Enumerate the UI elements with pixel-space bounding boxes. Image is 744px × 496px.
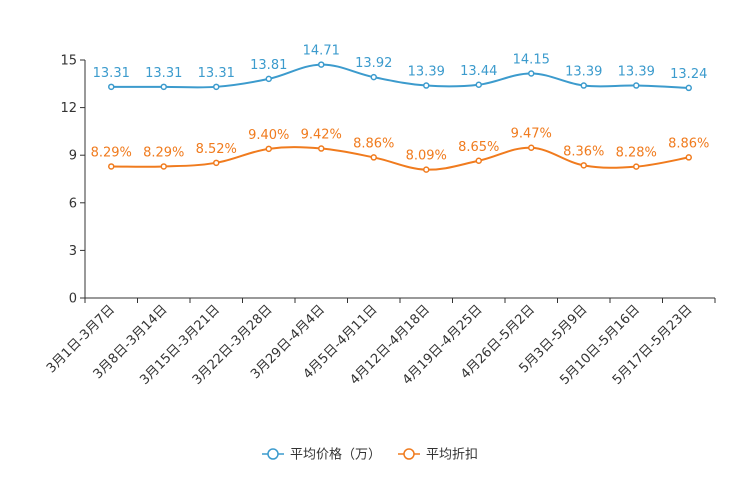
data-label: 8.28%: [616, 146, 657, 161]
data-label: 8.86%: [668, 136, 709, 151]
data-label: 8.65%: [458, 140, 499, 155]
data-label: 13.81: [250, 58, 287, 73]
data-point: [213, 159, 220, 167]
data-point: [423, 166, 430, 173]
data-point: [370, 73, 377, 81]
series-layer: [108, 61, 692, 173]
data-label: 9.40%: [248, 128, 289, 143]
data-point: [528, 144, 535, 151]
legend-marker-icon: [403, 448, 415, 460]
legend-label: 平均折扣: [426, 448, 478, 463]
y-tick-label: 0: [69, 292, 77, 307]
series-line-1: [111, 63, 689, 89]
data-point: [160, 83, 167, 91]
data-label: 9.42%: [301, 128, 342, 143]
data-labels: 13.31 13.31 13.31 13.81 14.71 13.92 13.39 13.44…: [91, 44, 710, 164]
legend: 平均价格（万） 平均折扣: [262, 447, 478, 463]
data-label: 13.39: [408, 65, 445, 80]
series-line-2: [111, 146, 689, 171]
data-point: [265, 145, 272, 153]
data-label: 13.24: [670, 67, 707, 82]
y-tick-label: 15: [60, 54, 77, 69]
data-point: [318, 61, 325, 68]
data-label: 13.31: [93, 66, 130, 81]
data-label: 8.29%: [143, 145, 184, 160]
data-label: 9.47%: [511, 127, 552, 142]
data-label: 14.71: [303, 44, 340, 59]
data-point: [318, 145, 325, 152]
data-point: [108, 83, 115, 91]
data-point: [370, 154, 377, 161]
data-point: [633, 163, 640, 170]
data-point: [475, 157, 482, 165]
data-label: 13.39: [618, 65, 655, 80]
data-point: [160, 163, 167, 170]
data-label: 8.36%: [563, 144, 604, 159]
data-point: [580, 82, 587, 89]
data-label: 13.44: [460, 64, 497, 79]
y-tick-label: 9: [69, 149, 77, 164]
data-label: 8.29%: [91, 145, 132, 160]
data-label: 13.92: [355, 56, 392, 71]
data-label: 8.52%: [196, 142, 237, 157]
data-label: 13.31: [198, 66, 235, 81]
legend-marker-icon: [267, 448, 279, 460]
y-tick-label: 12: [60, 101, 77, 116]
data-point: [213, 83, 220, 91]
data-point: [528, 70, 535, 77]
data-point: [265, 75, 272, 83]
data-point: [423, 82, 430, 89]
data-point: [685, 84, 692, 92]
legend-label: 平均价格（万）: [290, 447, 381, 463]
data-point: [580, 162, 587, 169]
y-tick-label: 6: [69, 196, 77, 211]
data-label: 13.31: [145, 66, 182, 81]
data-label: 8.86%: [353, 136, 394, 151]
data-label: 13.39: [565, 65, 602, 80]
data-point: [685, 154, 692, 161]
data-point: [475, 81, 482, 89]
data-label: 14.15: [513, 52, 550, 67]
data-point: [108, 163, 115, 170]
y-tick-label: 3: [69, 244, 77, 259]
data-point: [633, 82, 640, 89]
axes: 036912153月1日-3月7日3月8日-3月14日3月15日-3月21日3月…: [44, 54, 716, 388]
data-label: 8.09%: [406, 149, 447, 164]
